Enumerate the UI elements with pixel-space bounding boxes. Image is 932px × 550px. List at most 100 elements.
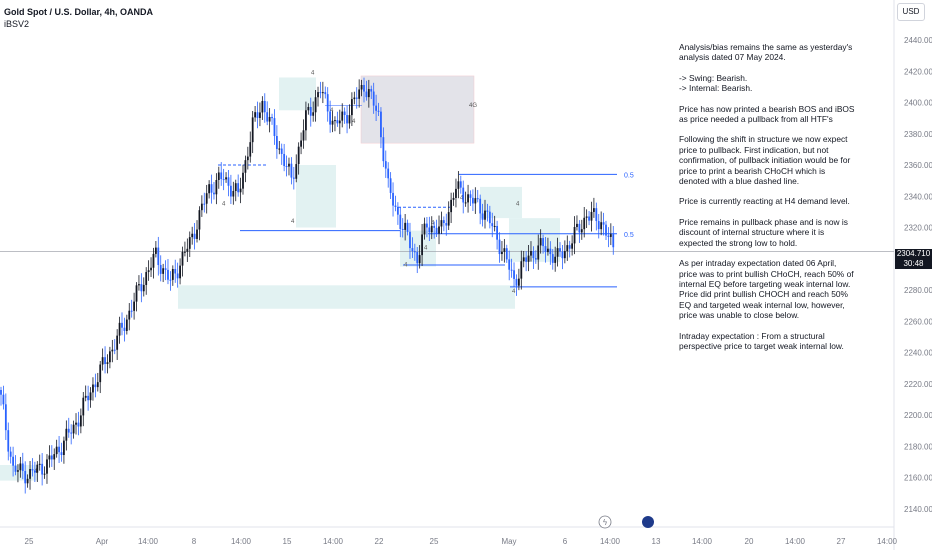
x-tick-label: 14:00	[692, 537, 713, 546]
candle-body	[532, 251, 535, 259]
candle-body	[486, 210, 489, 212]
candle-body	[593, 208, 595, 212]
candle-body	[474, 198, 477, 204]
candle-body	[607, 235, 610, 237]
candle-body	[24, 471, 27, 484]
zone-label: 4	[431, 220, 435, 226]
candle-body	[249, 142, 252, 157]
candle-body	[338, 120, 341, 124]
candle-body	[242, 172, 244, 189]
candle-body	[116, 335, 119, 350]
currency-button[interactable]: USD	[897, 3, 925, 21]
candle-body	[33, 470, 36, 473]
candle-body	[154, 247, 157, 254]
candle-body	[542, 238, 544, 247]
candle-body	[472, 197, 474, 204]
candle-body	[297, 146, 300, 165]
candle-body	[140, 284, 143, 292]
x-tick-label: May	[501, 537, 516, 546]
chart-header: Gold Spot / U.S. Dollar, 4h, OANDA iBSV2	[4, 6, 153, 30]
candle-body	[14, 465, 17, 472]
candle-body	[406, 222, 409, 232]
x-tick-label: 8	[192, 537, 197, 546]
x-tick-label: 13	[652, 537, 661, 546]
candle-body	[89, 392, 92, 401]
candle-body	[261, 100, 264, 113]
x-tick-label: 22	[375, 537, 384, 546]
indicator-name[interactable]: iBSV2	[4, 19, 30, 29]
candle-body	[404, 222, 407, 230]
candle-body	[230, 185, 232, 197]
y-tick-label: 2260.000	[904, 317, 932, 326]
candle-body	[469, 194, 472, 198]
candle-body	[314, 97, 317, 113]
x-tick-label: 27	[837, 537, 846, 546]
candle-body	[440, 220, 443, 227]
candle-body	[580, 229, 583, 233]
candle-body	[106, 362, 109, 365]
candle-body	[174, 268, 177, 274]
candle-body	[169, 279, 172, 281]
candle-body	[208, 184, 211, 194]
candle-body	[527, 255, 530, 262]
candle-body	[329, 111, 332, 125]
candle-body	[237, 183, 240, 193]
candle-body	[334, 120, 336, 122]
candle-body	[445, 223, 448, 226]
fib-label: 0.5	[624, 232, 634, 239]
candle-body	[7, 430, 10, 452]
x-tick-label: 25	[430, 537, 439, 546]
candle-body	[38, 463, 41, 465]
candle-body	[167, 269, 169, 280]
candle-body	[101, 357, 104, 365]
candle-body	[300, 140, 302, 147]
candle-body	[130, 310, 133, 312]
candle-body	[326, 94, 329, 112]
candle-body	[162, 268, 165, 274]
candle-body	[94, 384, 97, 388]
zone-label: 4	[460, 195, 464, 201]
candle-body	[358, 89, 361, 99]
candle-body	[547, 248, 549, 253]
candle-body	[288, 163, 290, 167]
candle-body	[576, 223, 578, 228]
candle-body	[128, 310, 131, 320]
candle-body	[341, 111, 344, 121]
candle-body	[17, 470, 19, 472]
candle-body	[413, 251, 416, 253]
candle-body	[266, 112, 269, 122]
candle-body	[530, 251, 532, 256]
candle-body	[423, 223, 426, 235]
candle-body	[394, 205, 397, 207]
note-paragraph: Price remains in pullback phase and is n…	[679, 216, 848, 248]
zone-label: 4	[404, 263, 408, 269]
candle-body	[82, 397, 85, 416]
candle-body	[609, 234, 612, 237]
candle-body	[186, 248, 189, 252]
candle-body	[549, 248, 552, 255]
last-price-tag: 2304.710 30:48	[895, 249, 932, 269]
candle-body	[196, 229, 198, 239]
candle-body	[455, 188, 457, 198]
candle-body	[305, 110, 307, 131]
candle-body	[283, 153, 286, 167]
candle-body	[84, 395, 87, 398]
candle-body	[302, 130, 305, 141]
candle-body	[556, 248, 559, 257]
candle-body	[537, 245, 540, 260]
candle-body	[459, 181, 462, 188]
candle-body	[360, 85, 363, 90]
candle-body	[244, 160, 247, 173]
x-tick-label: 14:00	[877, 537, 898, 546]
candle-body	[104, 357, 106, 365]
y-tick-label: 2360.000	[904, 161, 932, 170]
zone-label: 4	[222, 202, 226, 208]
demand-zone	[279, 77, 316, 111]
candle-body	[416, 252, 419, 264]
x-tick-label: 14:00	[600, 537, 621, 546]
y-tick-label: 2180.000	[904, 442, 932, 451]
symbol-title[interactable]: Gold Spot / U.S. Dollar, 4h, OANDA	[4, 7, 154, 17]
candle-body	[602, 222, 605, 225]
candle-body	[19, 463, 22, 471]
